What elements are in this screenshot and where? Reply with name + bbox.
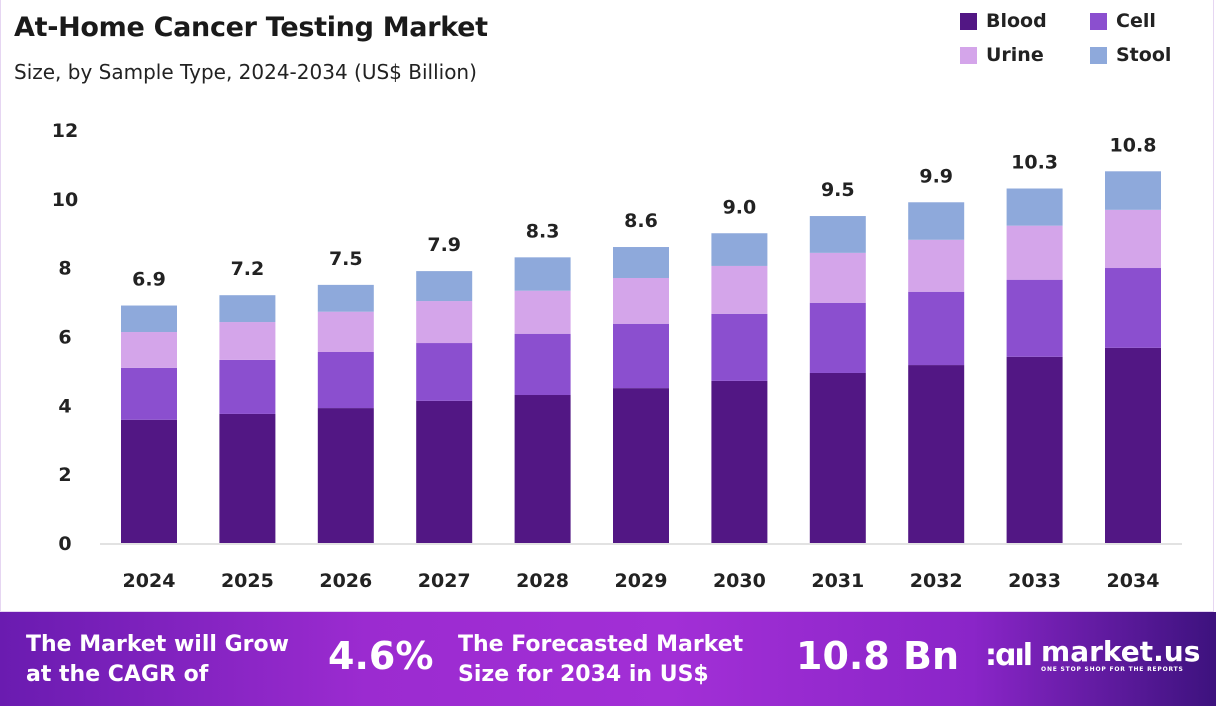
bar-segment-stool-2033 — [1006, 188, 1063, 226]
bar-segment-blood-2031 — [809, 372, 866, 543]
y-tick-label: 10 — [52, 189, 78, 211]
legend-item-urine: Urine — [960, 44, 1090, 66]
x-tick-label: 2034 — [1107, 570, 1160, 592]
logo-name: market.us — [1041, 635, 1201, 668]
bar-segment-urine-2033 — [1006, 225, 1063, 280]
bar-segment-stool-2034 — [1105, 171, 1161, 210]
bar-segment-blood-2029 — [613, 388, 669, 543]
x-tick-label: 2028 — [516, 570, 569, 592]
total-label: 10.8 — [1110, 134, 1157, 156]
total-label: 10.3 — [1011, 152, 1058, 174]
y-tick-label: 8 — [58, 258, 71, 280]
bar-segment-cell-2034 — [1105, 268, 1161, 348]
y-tick-label: 2 — [58, 464, 71, 486]
legend-label: Blood — [986, 10, 1047, 32]
x-tick-label: 2033 — [1008, 570, 1061, 592]
bar-segment-stool-2025 — [219, 295, 276, 323]
x-tick-label: 2029 — [615, 570, 668, 592]
legend-item-blood: Blood — [960, 10, 1090, 32]
bar-segment-cell-2029 — [613, 323, 669, 389]
bar-segment-stool-2031 — [809, 216, 866, 253]
x-tick-label: 2031 — [811, 570, 864, 592]
bar-segment-cell-2031 — [809, 302, 866, 373]
y-tick-label: 6 — [58, 327, 71, 349]
legend-item-stool: Stool — [1090, 44, 1200, 66]
legend-swatch — [960, 46, 977, 64]
cagr-value: 4.6% — [328, 634, 434, 678]
legend-item-cell: Cell — [1090, 10, 1200, 32]
market-us-logo: :ɑıl market.us ONE STOP SHOP FOR THE REP… — [985, 635, 1201, 674]
bar-segment-cell-2030 — [711, 313, 768, 381]
legend-label: Urine — [986, 44, 1044, 66]
x-tick-label: 2030 — [713, 570, 766, 592]
bar-segment-urine-2025 — [219, 322, 276, 360]
bar-segment-blood-2027 — [416, 400, 473, 543]
bar-segment-urine-2034 — [1105, 209, 1161, 269]
y-tick-label: 4 — [58, 395, 71, 417]
x-tick-label: 2032 — [910, 570, 963, 592]
bar-segment-stool-2030 — [711, 233, 768, 266]
legend: Blood Cell Urine Stool — [960, 10, 1200, 66]
bar-segment-stool-2029 — [613, 247, 669, 278]
total-label: 7.2 — [231, 258, 265, 280]
bar-segment-blood-2034 — [1105, 347, 1161, 543]
bar-segment-blood-2032 — [908, 365, 965, 543]
bar-segment-stool-2026 — [317, 284, 374, 312]
bar-segment-blood-2030 — [711, 380, 768, 543]
total-label: 8.3 — [526, 220, 560, 242]
chart-frame — [0, 0, 1214, 612]
bar-segment-blood-2028 — [514, 395, 571, 543]
bar-segment-cell-2027 — [416, 343, 473, 401]
x-tick-label: 2025 — [221, 570, 274, 592]
bar-segment-cell-2033 — [1006, 279, 1063, 357]
forecast-text: The Forecasted Market Size for 2034 in U… — [458, 632, 744, 687]
bar-segment-urine-2031 — [809, 252, 866, 303]
x-tick-label: 2024 — [123, 570, 176, 592]
bar-segment-stool-2032 — [908, 202, 965, 240]
footer-banner: The Market will Grow at the CAGR of 4.6%… — [0, 612, 1216, 706]
total-label: 9.5 — [821, 179, 855, 201]
bar-segment-stool-2024 — [121, 305, 177, 333]
chart-subtitle: Size, by Sample Type, 2024-2034 (US$ Bil… — [14, 60, 477, 84]
logo-tagline: ONE STOP SHOP FOR THE REPORTS — [1041, 666, 1184, 673]
forecast-value: 10.8 Bn — [796, 634, 960, 678]
bar-segment-blood-2033 — [1006, 356, 1063, 543]
bar-segment-blood-2026 — [317, 408, 374, 543]
bar-segment-urine-2026 — [317, 311, 374, 352]
bar-segment-urine-2029 — [613, 277, 669, 324]
legend-swatch — [1090, 12, 1107, 30]
total-label: 7.5 — [329, 248, 363, 270]
total-label: 6.9 — [132, 269, 166, 291]
y-tick-label: 12 — [52, 120, 78, 142]
bar-segment-cell-2025 — [219, 359, 276, 414]
bar-segment-stool-2028 — [514, 257, 571, 291]
logo-icon: :ɑıl — [985, 638, 1033, 673]
cagr-text: The Market will Grow at the CAGR of — [26, 632, 289, 687]
legend-label: Cell — [1116, 10, 1156, 32]
total-label: 9.9 — [919, 165, 953, 187]
bar-segment-cell-2032 — [908, 291, 965, 366]
stacked-bar-chart: 0 2 4 6 8 10 12 6.9 2024 7.2 2025 7.5 2026 7.9 2027 8.3… — [52, 120, 1182, 592]
bar-segment-urine-2024 — [121, 332, 177, 368]
bar-segment-urine-2030 — [711, 265, 768, 314]
legend-swatch — [960, 12, 977, 30]
legend-label: Stool — [1116, 44, 1172, 66]
bar-segment-urine-2028 — [514, 290, 571, 334]
bar-segment-cell-2028 — [514, 333, 571, 396]
total-label: 8.6 — [624, 210, 658, 232]
y-tick-label: 0 — [58, 533, 71, 555]
x-tick-label: 2027 — [418, 570, 471, 592]
bar-segment-stool-2027 — [416, 271, 473, 302]
total-label: 9.0 — [723, 196, 757, 218]
bar-segment-urine-2032 — [908, 239, 965, 292]
bar-segment-cell-2026 — [317, 351, 374, 409]
legend-swatch — [1090, 46, 1107, 64]
bar-segment-cell-2024 — [121, 367, 177, 420]
bar-segment-blood-2024 — [121, 419, 177, 543]
bar-segment-blood-2025 — [219, 413, 276, 543]
total-label: 7.9 — [427, 234, 461, 256]
chart-title: At-Home Cancer Testing Market — [14, 12, 488, 43]
bar-segment-urine-2027 — [416, 301, 473, 344]
x-tick-label: 2026 — [319, 570, 372, 592]
